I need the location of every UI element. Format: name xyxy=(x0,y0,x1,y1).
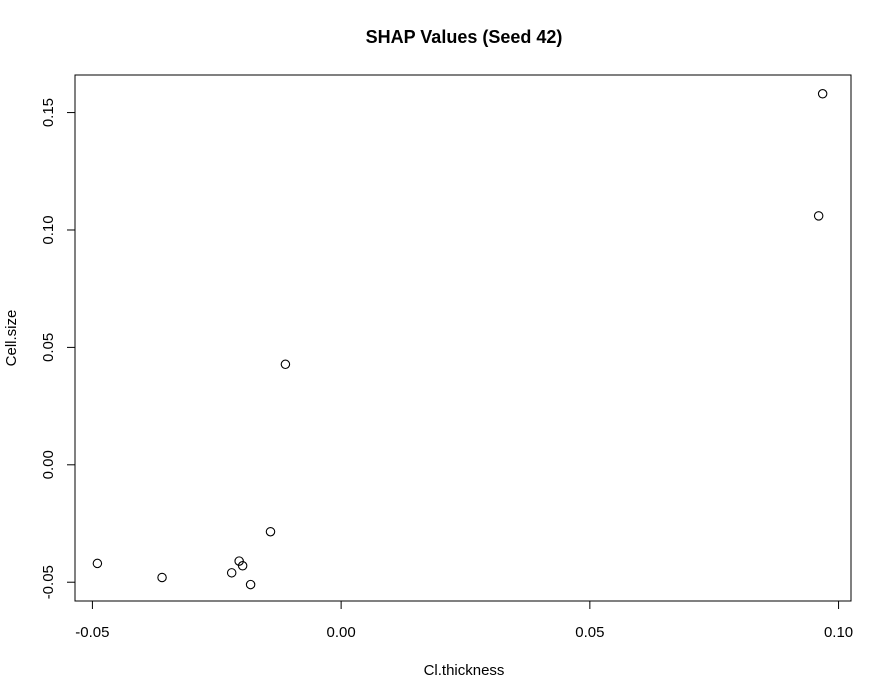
x-tick-label: 0.05 xyxy=(575,624,604,641)
data-point xyxy=(157,572,167,583)
y-tick-label: 0.00 xyxy=(40,450,57,479)
data-point xyxy=(265,526,276,537)
y-axis-label: Cell.size xyxy=(3,310,20,367)
chart-title: SHAP Values (Seed 42) xyxy=(366,27,563,47)
x-tick-label: -0.05 xyxy=(75,624,109,641)
data-point xyxy=(237,561,248,571)
y-tick-label: 0.05 xyxy=(40,333,57,362)
data-points xyxy=(92,89,828,590)
data-point xyxy=(813,211,824,221)
plot-frame xyxy=(74,74,852,602)
data-point xyxy=(234,556,244,566)
x-axis: -0.05 0.00 0.05 0.10 xyxy=(75,600,853,641)
data-point xyxy=(92,558,103,569)
y-tick-label: 0.15 xyxy=(40,98,57,127)
data-point xyxy=(280,359,291,370)
x-axis-label: Cl.thickness xyxy=(424,662,505,679)
y-axis: -0.05 0.00 0.05 0.10 0.15 xyxy=(40,98,76,599)
data-point xyxy=(226,568,237,578)
data-point xyxy=(245,579,256,590)
y-tick-label: -0.05 xyxy=(40,565,57,599)
x-tick-label: 0.10 xyxy=(824,624,853,641)
x-tick-label: 0.00 xyxy=(327,624,356,641)
y-tick-label: 0.10 xyxy=(40,215,57,244)
data-point xyxy=(817,89,828,99)
